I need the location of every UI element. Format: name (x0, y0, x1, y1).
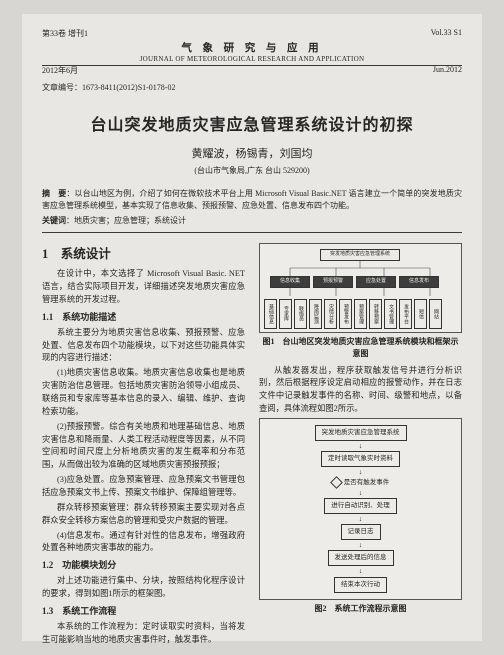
abstract: 摘 要：以台山地区为例，介绍了如何在微软技术平台上用 Microsoft Vis… (42, 188, 462, 213)
h-section-1-3: 1.3 系统工作流程 (42, 605, 245, 619)
s13-r1: 从触发器发出，程序获取触发信号并进行分析识别，然后根据程序设定启动相应的报警动作… (259, 365, 462, 416)
s11-p3: (2)预报预警。综合有关地质和地理基础信息、地质灾害信息和降雨量、人类工程活动程… (42, 421, 245, 472)
s1-intro: 在设计中，本文选择了 Microsoft Visual Basic. NET 语… (42, 268, 245, 307)
f1-r3-10: 短信 (414, 299, 427, 329)
arrow-icon: ↓ (359, 543, 363, 547)
f2-1: 定时读取气象实时资料 (321, 451, 400, 467)
figure-1: 突发地质灾害应急管理系统 信息收集 预报预警 应急处置 信息发布 基础信息 专家… (259, 243, 462, 333)
f1-r3-0: 基础信息 (264, 299, 277, 329)
page: 第33卷 增刊1 Vol.33 S1 气 象 研 究 与 应 用 JOURNAL… (22, 14, 482, 641)
f2-4: 记录日志 (341, 524, 381, 540)
abstract-label: 摘 要 (42, 189, 66, 198)
arrow-icon: ↓ (359, 444, 363, 448)
f2-6: 结束本次行动 (334, 577, 387, 593)
right-column: 突发地质灾害应急管理系统 信息收集 预报预警 应急处置 信息发布 基础信息 专家… (259, 241, 462, 649)
figure-1-caption: 图1 台山地区突发地质灾害应急管理系统模块和框架示意图 (259, 336, 462, 361)
f1-r2-3: 信息发布 (399, 276, 439, 288)
arrow-icon: ↓ (359, 470, 363, 474)
s11-p6: (4)信息发布。通过有针对性的信息发布，增强政府处置各种地质灾害事故的能力。 (42, 530, 245, 556)
divider (42, 232, 462, 233)
s11-p4: (3)应急处置。应急预案管理、应急预案文书管理包括应急预案文书上传、预案文书维护… (42, 474, 245, 500)
abstract-text: ：以台山地区为例，介绍了如何在微软技术平台上用 Microsoft Visual… (42, 189, 462, 210)
flowchart: 突发地质灾害应急管理系统 ↓ 定时读取气象实时资料 ↓ 是否有触发事件 ↓ 进行… (260, 425, 461, 593)
arrow-icon: ↓ (359, 491, 363, 495)
vol-right-a: Vol.33 S1 (431, 28, 462, 39)
vol-right-b: Jun.2012 (433, 65, 462, 76)
f1-top: 突发地质灾害应急管理系统 (320, 249, 400, 261)
f1-r3-8: 文书管理 (384, 299, 397, 329)
header-top: 第33卷 增刊1 Vol.33 S1 (42, 28, 462, 39)
left-column: 1 系统设计 在设计中，本文选择了 Microsoft Visual Basic… (42, 241, 245, 649)
journal-cn: 气 象 研 究 与 应 用 (42, 40, 462, 55)
keywords: 关键词：地质灾害；应急管理；系统设计 (42, 215, 462, 226)
f1-r2-0: 信息收集 (270, 276, 310, 288)
f1-r3-7: 转移预案 (369, 299, 382, 329)
f1-r3-2: 联络员 (294, 299, 307, 329)
h-section-1-1: 1.1 系统功能描述 (42, 311, 245, 325)
arrow-icon: ↓ (359, 517, 363, 521)
affiliation: (台山市气象局,广东 台山 529200) (42, 165, 462, 176)
f2-decision-row: 是否有触发事件 (332, 478, 390, 488)
s12-p: 对上述功能进行集中、分块，按照结构化程序设计的要求，得到如图1所示的框架图。 (42, 575, 245, 601)
body-columns: 1 系统设计 在设计中，本文选择了 Microsoft Visual Basic… (42, 241, 462, 649)
f2-5: 发送处理后的信息 (328, 550, 394, 566)
f2-3: 进行自动识别、处理 (324, 498, 397, 514)
h-section-1-2: 1.2 功能模块划分 (42, 559, 245, 573)
s11-p1: 系统主要分为地质灾害信息收集、预报预警、应急处置、信息发布四个功能模块，以下对这… (42, 327, 245, 366)
paper-title: 台山突发地质灾害应急管理系统设计的初探 (42, 111, 462, 135)
f1-r3-5: 预警发布 (339, 299, 352, 329)
f1-r2-1: 预报预警 (313, 276, 353, 288)
vol-left-b: 2012年6月 (42, 65, 78, 76)
header-bot: 2012年6月 Jun.2012 (42, 65, 462, 76)
f2-0: 突发地质灾害应急管理系统 (315, 425, 407, 441)
authors: 黄耀波，杨锡青，刘国均 (42, 145, 462, 161)
keywords-label: 关键词 (42, 216, 66, 225)
decision-icon (330, 476, 343, 489)
f1-r3-4: 灾情分析 (324, 299, 337, 329)
h-section-1: 1 系统设计 (42, 245, 245, 264)
vol-left-a: 第33卷 增刊1 (42, 28, 88, 39)
f1-r2-2: 应急处置 (356, 276, 396, 288)
s11-p5: 群众转移预案管理：群众转移预案主要实现对各点群众安全转移方案信息的管理和受灾户数… (42, 502, 245, 528)
f1-r3-3: 降雨监测 (309, 299, 322, 329)
f1-r3-11: 网站 (429, 299, 442, 329)
arrow-icon: ↓ (359, 569, 363, 573)
s13-p: 本系统的工作流程为：定时读取实时资料，当将发生可能影响当地的地质灾害事件时，触发… (42, 621, 245, 647)
figure-2: 突发地质灾害应急管理系统 ↓ 定时读取气象实时资料 ↓ 是否有触发事件 ↓ 进行… (259, 418, 462, 600)
figure-2-caption: 图2 系统工作流程示意图 (259, 603, 462, 615)
keywords-text: ：地质灾害；应急管理；系统设计 (66, 216, 186, 225)
f1-r3-6: 预案管理 (354, 299, 367, 329)
article-number: 文章编号：1673-8411(2012)S1-0178-02 (42, 82, 462, 93)
s11-p2: (1)地质灾害信息收集。地质灾害信息收集也是地质灾害防治信息管理。包括地质灾害防… (42, 367, 245, 418)
f1-r3-1: 专家库 (279, 299, 292, 329)
f1-r3-9: 发布平台 (399, 299, 412, 329)
f2-2: 是否有触发事件 (344, 478, 390, 488)
